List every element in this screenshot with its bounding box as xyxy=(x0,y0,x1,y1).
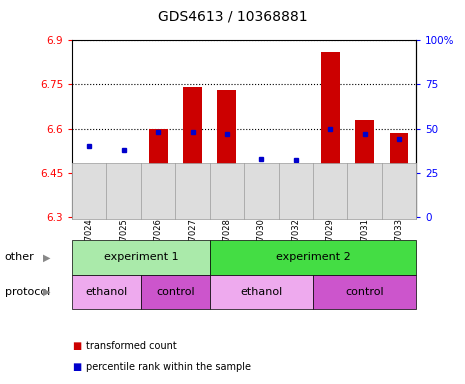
Text: experiment 1: experiment 1 xyxy=(104,252,178,262)
Text: control: control xyxy=(345,287,384,297)
Text: protocol: protocol xyxy=(5,287,50,297)
Text: ■: ■ xyxy=(72,362,81,372)
Text: ▶: ▶ xyxy=(43,287,50,297)
Bar xyxy=(390,133,408,217)
Bar xyxy=(218,90,236,217)
Bar xyxy=(286,213,305,217)
Text: percentile rank within the sample: percentile rank within the sample xyxy=(86,362,251,372)
Text: control: control xyxy=(156,287,195,297)
Text: GDS4613 / 10368881: GDS4613 / 10368881 xyxy=(158,10,307,23)
Bar xyxy=(252,213,271,217)
Text: transformed count: transformed count xyxy=(86,341,177,351)
Bar xyxy=(80,170,99,217)
Text: ethanol: ethanol xyxy=(86,287,127,297)
Bar xyxy=(321,52,339,217)
Text: ▶: ▶ xyxy=(43,252,50,262)
Text: ethanol: ethanol xyxy=(240,287,282,297)
Bar xyxy=(114,173,133,217)
Text: ■: ■ xyxy=(72,341,81,351)
Bar xyxy=(149,129,167,217)
Text: experiment 2: experiment 2 xyxy=(276,252,350,262)
Bar xyxy=(183,88,202,217)
Bar xyxy=(355,120,374,217)
Text: other: other xyxy=(5,252,34,262)
